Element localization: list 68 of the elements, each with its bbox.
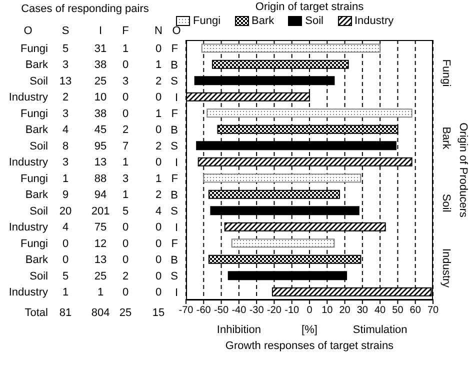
y-tick-label: B xyxy=(170,254,178,266)
legend-label: Bark xyxy=(252,15,274,27)
x-tick-label: -70 xyxy=(178,305,194,316)
text: Total 81 804 25 15 xyxy=(24,306,165,319)
x-tick-label: -60 xyxy=(196,305,212,316)
legend-label: Fungi xyxy=(193,15,221,27)
text: Fungi 1 88 3 1 xyxy=(20,172,162,185)
text: Bark 4 45 2 0 xyxy=(25,124,162,136)
y-tick-label: I xyxy=(174,92,178,104)
text: Origin of Producers xyxy=(457,122,469,218)
y-tick-label: S xyxy=(170,270,178,283)
x-tick-label: 10 xyxy=(322,305,334,316)
text: Soil 13 25 3 2 xyxy=(30,75,162,88)
y-tick-label: F xyxy=(171,43,178,56)
x-tick-label: 20 xyxy=(339,305,351,316)
x-tick-label: 40 xyxy=(374,305,386,316)
text: Industry 3 13 1 0 xyxy=(8,156,162,169)
y-tick-label: I xyxy=(174,222,178,234)
legend-label: Soil xyxy=(305,15,324,27)
y-tick-label: B xyxy=(170,59,178,72)
y-tick-label: B xyxy=(170,189,178,202)
x-tick-label: 50 xyxy=(392,305,404,316)
y-tick-label: B xyxy=(170,124,178,136)
legend-label: Industry xyxy=(354,15,394,27)
x-axis-title: Growth responses of target strains xyxy=(225,340,394,352)
y-tick-label: F xyxy=(171,108,178,120)
bar xyxy=(203,174,362,183)
text: Industry xyxy=(440,248,452,288)
text: Industry 2 10 0 0 xyxy=(8,92,162,104)
legend-title: Origin of target strains xyxy=(255,1,364,13)
x-tick-label: -20 xyxy=(266,305,282,316)
text: Fungi xyxy=(440,58,452,86)
bar xyxy=(201,44,381,53)
text: Fungi 0 12 0 0 xyxy=(20,238,162,250)
bar xyxy=(231,238,335,248)
text: Soil 20 201 5 4 xyxy=(30,205,162,218)
y-tick-label: I xyxy=(174,156,178,169)
text: Soil xyxy=(440,193,452,212)
text: Bark xyxy=(440,126,452,149)
x-tick-label: 0 xyxy=(306,305,313,316)
text: Bark 9 94 1 2 xyxy=(25,189,162,202)
y-tick-label: S xyxy=(170,206,178,218)
text: Inhibition xyxy=(216,324,261,336)
text: Fungi 5 31 1 0 xyxy=(20,42,162,55)
y-tick-label: S xyxy=(170,76,178,88)
text: Stimulation xyxy=(352,324,408,336)
text: Industry 4 75 0 0 xyxy=(8,222,162,234)
bar xyxy=(206,108,412,118)
text: Soil 5 25 2 0 xyxy=(30,270,162,282)
text: O S I F N O xyxy=(24,24,181,37)
text: Bark 3 38 0 1 xyxy=(25,59,162,72)
x-tick-label: -40 xyxy=(232,305,247,316)
y-tick-label: F xyxy=(171,238,178,250)
x-tick-label: -30 xyxy=(249,305,264,316)
text: Soil 8 95 7 2 xyxy=(30,140,162,152)
text: Fungi 3 38 0 1 xyxy=(20,108,162,120)
y-tick-label: S xyxy=(170,140,178,153)
text: Industry 1 1 0 0 xyxy=(8,286,162,299)
y-tick-label: I xyxy=(174,286,178,299)
x-tick-label: -50 xyxy=(214,305,229,316)
x-tick-label: 30 xyxy=(356,305,368,316)
x-tick-label: 60 xyxy=(410,305,422,316)
y-tick-label: F xyxy=(171,173,178,186)
text: [%] xyxy=(302,324,318,336)
x-tick-label: -10 xyxy=(284,305,300,316)
text: Bark 0 13 0 0 xyxy=(25,254,162,266)
text: Cases of responding pairs xyxy=(21,3,149,15)
x-tick-label: 70 xyxy=(427,305,439,316)
